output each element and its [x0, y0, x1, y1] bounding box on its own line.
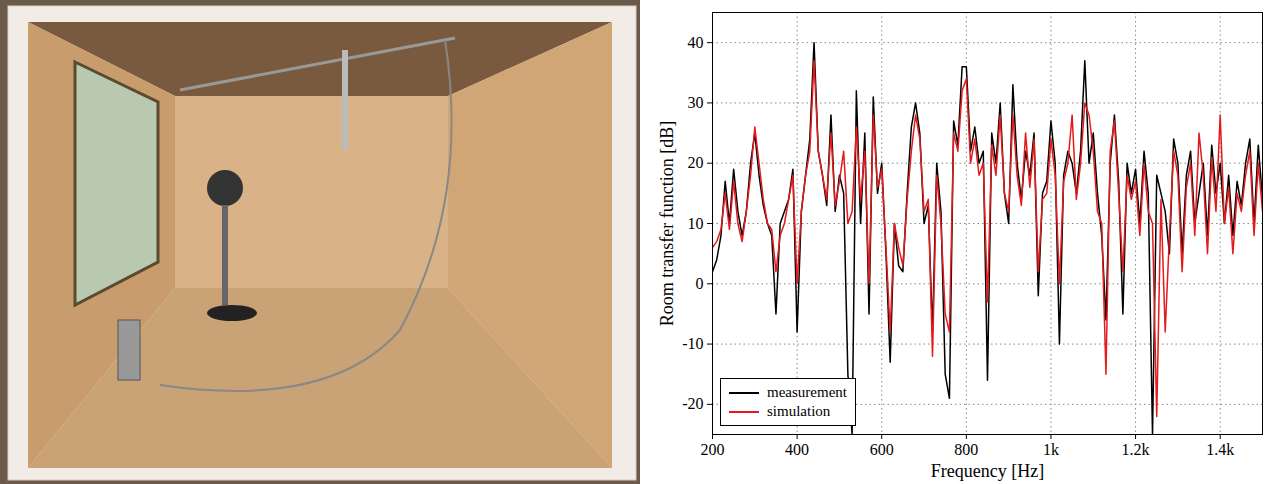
svg-text:30: 30 — [688, 94, 704, 111]
svg-text:20: 20 — [688, 154, 704, 171]
svg-text:800: 800 — [954, 441, 978, 458]
html-text:measurement: measurement — [767, 384, 847, 400]
html-text:simulation: simulation — [767, 403, 831, 419]
svg-text:1.2k: 1.2k — [1122, 441, 1150, 458]
svg-text:1.4k: 1.4k — [1206, 441, 1234, 458]
svg-text:400: 400 — [785, 441, 809, 458]
svg-text:Room transfer function [dB]: Room transfer function [dB] — [657, 121, 677, 326]
svg-text:0: 0 — [696, 275, 704, 292]
svg-text:10: 10 — [688, 215, 704, 232]
svg-text:Frequency [Hz]: Frequency [Hz] — [931, 461, 1044, 481]
svg-text:-20: -20 — [682, 395, 703, 412]
svg-text:1k: 1k — [1043, 441, 1059, 458]
svg-text:-10: -10 — [682, 335, 703, 352]
svg-text:600: 600 — [870, 441, 894, 458]
svg-text:40: 40 — [688, 34, 704, 51]
svg-text:200: 200 — [701, 441, 725, 458]
